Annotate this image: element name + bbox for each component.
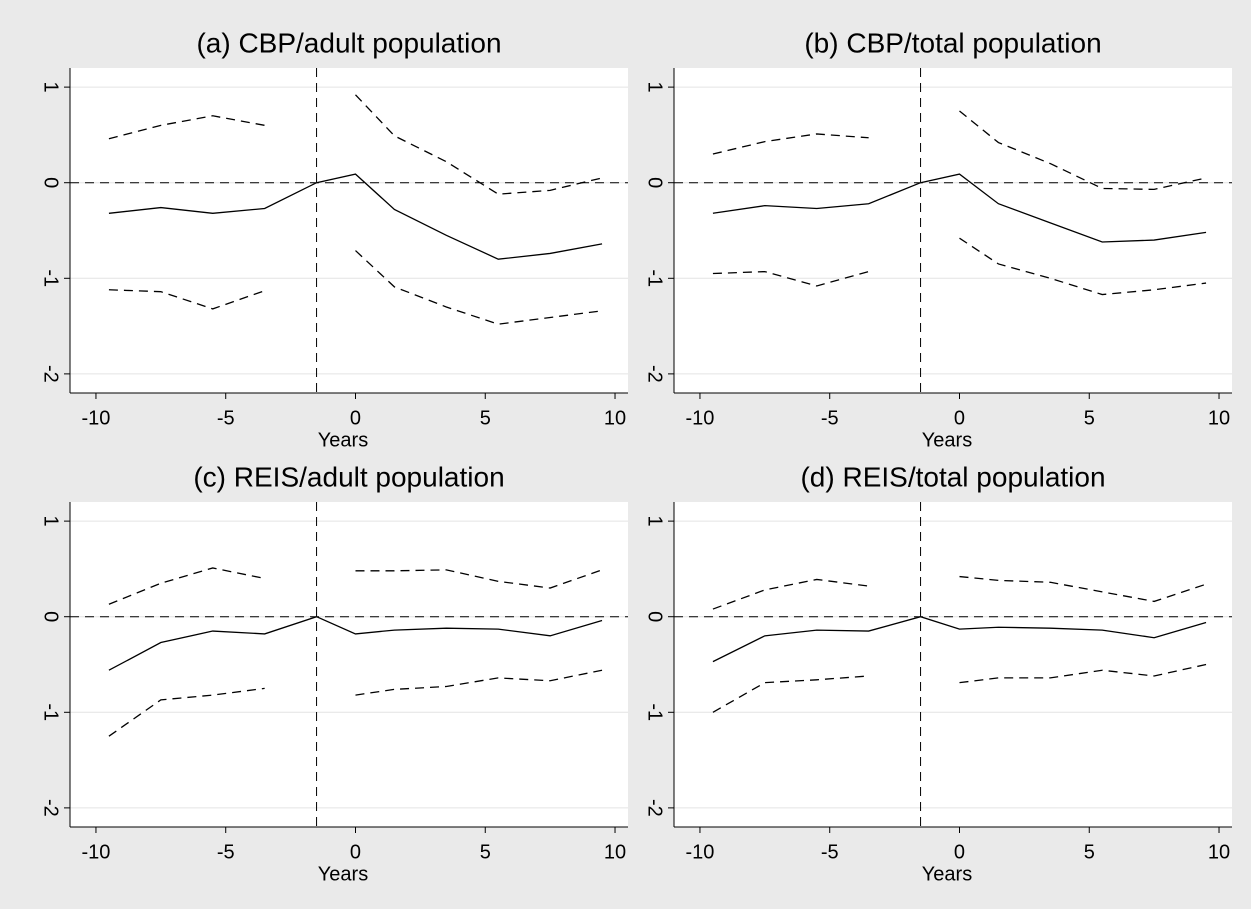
chart-title: (b) CBP/total population	[804, 27, 1101, 58]
series-line	[712, 616, 1207, 663]
plot-area	[674, 68, 1232, 393]
plot-area	[70, 68, 628, 393]
y-tick-label: 0	[644, 611, 666, 622]
series-line	[712, 575, 1207, 610]
series-line	[712, 237, 1207, 296]
series-line	[712, 663, 1207, 713]
x-tick-label: 0	[954, 841, 965, 863]
x-tick-label: -10	[82, 407, 111, 429]
y-tick-label: 1	[40, 82, 62, 93]
series-line	[108, 250, 603, 325]
y-tick-label: -2	[40, 365, 62, 383]
x-tick-label: 0	[350, 407, 361, 429]
series-line	[712, 110, 1207, 191]
series-line	[108, 567, 603, 605]
x-tick-label: -10	[686, 407, 715, 429]
y-tick-label: -2	[644, 365, 666, 383]
chart-title: (c) REIS/adult population	[193, 461, 504, 492]
x-tick-label: 0	[954, 407, 965, 429]
x-tick-label: 10	[1208, 407, 1230, 429]
x-axis-label: Years	[318, 863, 368, 885]
series-line	[108, 94, 603, 195]
x-tick-label: 10	[1208, 841, 1230, 863]
x-tick-label: -10	[686, 841, 715, 863]
series-line	[108, 669, 603, 737]
y-tick-label: 1	[40, 516, 62, 527]
y-tick-label: -1	[40, 269, 62, 287]
x-tick-label: 5	[480, 841, 491, 863]
series-line	[712, 173, 1207, 243]
x-axis-label: Years	[318, 429, 368, 451]
y-tick-label: 1	[644, 516, 666, 527]
x-tick-label: -5	[821, 407, 839, 429]
chart-title: (a) CBP/adult population	[196, 27, 501, 58]
x-tick-label: -5	[821, 841, 839, 863]
series-line	[108, 616, 603, 671]
y-tick-label: -2	[644, 799, 666, 817]
y-tick-label: -1	[644, 269, 666, 287]
y-tick-label: 0	[40, 611, 62, 622]
y-tick-label: 0	[644, 177, 666, 188]
y-tick-label: 0	[40, 177, 62, 188]
x-tick-label: 0	[350, 841, 361, 863]
x-tick-label: 5	[1084, 841, 1095, 863]
x-tick-label: -10	[82, 841, 111, 863]
series-line	[108, 173, 603, 260]
y-tick-label: -1	[644, 703, 666, 721]
chart-title: (d) REIS/total population	[800, 461, 1105, 492]
x-axis-label: Years	[922, 863, 972, 885]
plot-area	[674, 502, 1232, 827]
x-tick-label: 10	[604, 407, 626, 429]
plot-area	[70, 502, 628, 827]
x-tick-label: 5	[1084, 407, 1095, 429]
y-tick-label: -1	[40, 703, 62, 721]
y-tick-label: 1	[644, 82, 666, 93]
x-axis-label: Years	[922, 429, 972, 451]
x-tick-label: -5	[217, 407, 235, 429]
x-tick-label: 10	[604, 841, 626, 863]
x-tick-label: 5	[480, 407, 491, 429]
x-tick-label: -5	[217, 841, 235, 863]
y-tick-label: -2	[40, 799, 62, 817]
